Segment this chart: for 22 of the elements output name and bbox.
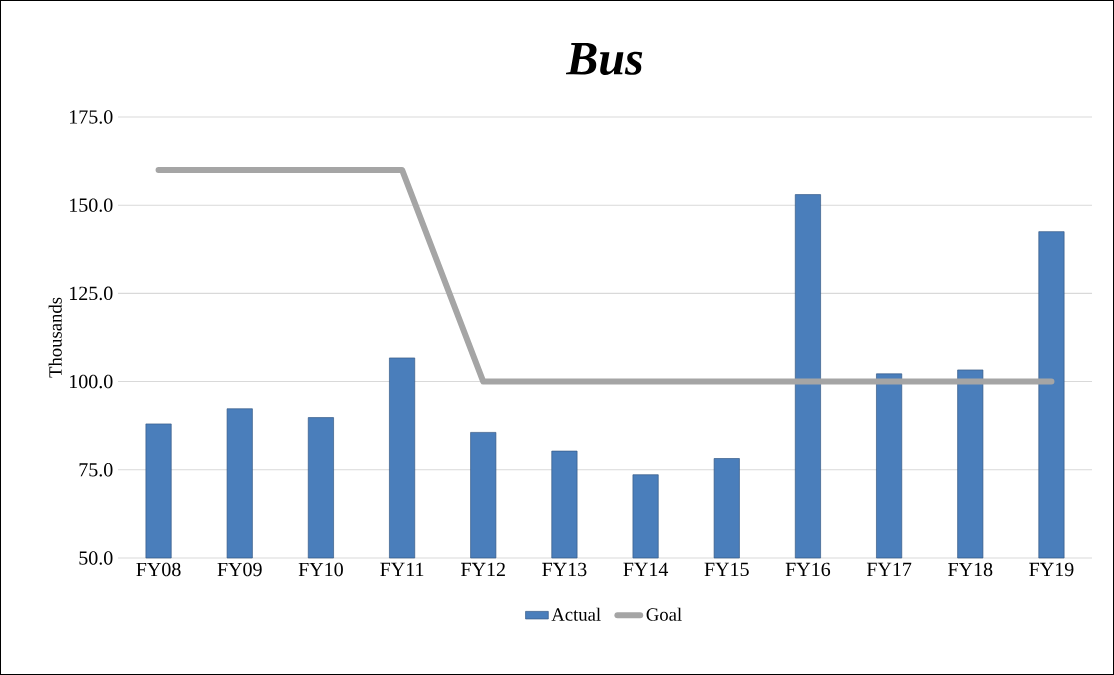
x-tick-label: FY16 bbox=[785, 562, 831, 577]
y-tick-label: 150.0 bbox=[70, 198, 113, 212]
x-tick-label: FY08 bbox=[136, 562, 181, 577]
chart-title: Bus bbox=[565, 42, 643, 75]
y-tick-label: 125.0 bbox=[70, 286, 113, 301]
legend-label: Goal bbox=[646, 607, 682, 621]
x-tick-label: FY13 bbox=[542, 562, 587, 577]
y-tick-label: 175.0 bbox=[70, 110, 113, 124]
x-tick-label: FY18 bbox=[948, 562, 993, 577]
x-tick-label: FY11 bbox=[380, 562, 424, 576]
legend-label: Actual bbox=[551, 607, 601, 621]
x-tick-label: FY14 bbox=[623, 562, 669, 576]
y-tick-label: 50.0 bbox=[79, 551, 113, 565]
y-axis-title: Thousands bbox=[48, 297, 62, 378]
x-tick-label: FY17 bbox=[866, 562, 912, 576]
y-tick-label: 75.0 bbox=[79, 463, 113, 477]
y-tick-label: 100.0 bbox=[70, 374, 113, 389]
x-tick-label: FY15 bbox=[704, 562, 749, 577]
x-tick-label: FY12 bbox=[461, 562, 505, 576]
x-tick-label: FY09 bbox=[217, 562, 262, 577]
x-tick-label: FY19 bbox=[1029, 562, 1074, 577]
x-tick-label: FY10 bbox=[298, 562, 343, 577]
